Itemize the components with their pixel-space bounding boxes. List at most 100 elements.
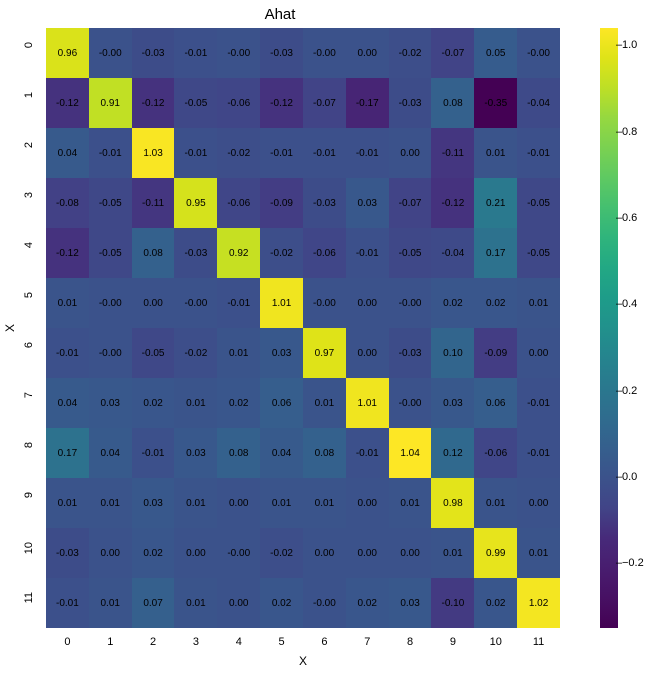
heatmap-cell: 0.98 bbox=[431, 478, 474, 528]
x-tick: 3 bbox=[193, 636, 199, 648]
heatmap-cell: -0.07 bbox=[303, 78, 346, 128]
x-tick: 2 bbox=[150, 636, 156, 648]
heatmap-cell: 0.01 bbox=[517, 528, 560, 578]
colorbar-tick: 1.0 bbox=[622, 39, 637, 51]
x-tick: 1 bbox=[107, 636, 113, 648]
heatmap-cell: -0.02 bbox=[174, 328, 217, 378]
colorbar-tick: 0.6 bbox=[622, 212, 637, 224]
heatmap-cell: 0.00 bbox=[346, 528, 389, 578]
heatmap-cell: 0.01 bbox=[517, 278, 560, 328]
heatmap-cell: -0.03 bbox=[389, 328, 432, 378]
heatmap-cell: 0.00 bbox=[217, 478, 260, 528]
heatmap-cell: 0.01 bbox=[474, 128, 517, 178]
heatmap-cell: -0.01 bbox=[132, 428, 175, 478]
heatmap-cell: -0.12 bbox=[260, 78, 303, 128]
colorbar-tick: 0.8 bbox=[622, 126, 637, 138]
heatmap-cell: -0.01 bbox=[174, 28, 217, 78]
heatmap-cell: 0.00 bbox=[346, 328, 389, 378]
heatmap-cell: 0.92 bbox=[217, 228, 260, 278]
heatmap-cell: 0.01 bbox=[89, 578, 132, 628]
x-tick: 10 bbox=[490, 636, 502, 648]
heatmap-cell: 0.10 bbox=[431, 328, 474, 378]
heatmap-cell: 0.01 bbox=[474, 478, 517, 528]
heatmap-cell: -0.00 bbox=[89, 328, 132, 378]
heatmap-cell: -0.04 bbox=[431, 228, 474, 278]
heatmap-cell: -0.06 bbox=[217, 178, 260, 228]
heatmap-cell: 0.01 bbox=[260, 478, 303, 528]
heatmap-cell: 0.08 bbox=[217, 428, 260, 478]
heatmap-cell: 0.01 bbox=[46, 478, 89, 528]
heatmap-cell: -0.12 bbox=[431, 178, 474, 228]
heatmap-cell: -0.12 bbox=[46, 78, 89, 128]
heatmap-cell: -0.04 bbox=[517, 78, 560, 128]
y-tick: 8 bbox=[23, 442, 35, 464]
heatmap-cell: 0.05 bbox=[474, 28, 517, 78]
x-tick: 8 bbox=[407, 636, 413, 648]
heatmap-cell: 0.03 bbox=[132, 478, 175, 528]
y-tick: 0 bbox=[23, 42, 35, 64]
heatmap-cell: -0.03 bbox=[260, 28, 303, 78]
heatmap-cell: 0.03 bbox=[346, 178, 389, 228]
heatmap-cell: -0.01 bbox=[303, 128, 346, 178]
heatmap-cell: 0.02 bbox=[217, 378, 260, 428]
heatmap-cell: 0.95 bbox=[174, 178, 217, 228]
heatmap-cell: 0.96 bbox=[46, 28, 89, 78]
heatmap-cell: 0.00 bbox=[174, 528, 217, 578]
heatmap-cell: -0.00 bbox=[303, 28, 346, 78]
heatmap-cell: -0.05 bbox=[89, 228, 132, 278]
heatmap-cell: 0.00 bbox=[132, 278, 175, 328]
heatmap-cell: -0.02 bbox=[260, 528, 303, 578]
heatmap-cell: -0.03 bbox=[389, 78, 432, 128]
heatmap-cell: 0.21 bbox=[474, 178, 517, 228]
heatmap-cell: -0.01 bbox=[217, 278, 260, 328]
x-tick: 9 bbox=[450, 636, 456, 648]
heatmap-cell: 0.01 bbox=[217, 328, 260, 378]
heatmap-cell: -0.05 bbox=[132, 328, 175, 378]
heatmap-cell: 0.01 bbox=[174, 478, 217, 528]
heatmap-cell: 0.04 bbox=[46, 378, 89, 428]
y-axis-label: X bbox=[3, 324, 17, 332]
colorbar-tick: 0.0 bbox=[622, 471, 637, 483]
heatmap-cell: -0.35 bbox=[474, 78, 517, 128]
heatmap-cell: -0.03 bbox=[132, 28, 175, 78]
heatmap-cell: 0.01 bbox=[46, 278, 89, 328]
heatmap-cell: 0.08 bbox=[303, 428, 346, 478]
heatmap-cell: -0.01 bbox=[260, 128, 303, 178]
heatmap-cell: -0.06 bbox=[474, 428, 517, 478]
y-tick: 6 bbox=[23, 342, 35, 364]
heatmap-cell: 1.03 bbox=[132, 128, 175, 178]
x-axis-label: X bbox=[46, 654, 560, 668]
x-tick: 6 bbox=[321, 636, 327, 648]
heatmap-cell: -0.03 bbox=[46, 528, 89, 578]
heatmap-cell: -0.05 bbox=[517, 228, 560, 278]
heatmap-cell: -0.01 bbox=[517, 128, 560, 178]
heatmap-cell: 0.08 bbox=[431, 78, 474, 128]
heatmap-cell: 0.00 bbox=[346, 28, 389, 78]
heatmap-cell: 0.91 bbox=[89, 78, 132, 128]
heatmap-cell: 0.17 bbox=[474, 228, 517, 278]
x-tick: 11 bbox=[533, 636, 544, 648]
heatmap-cell: 0.03 bbox=[174, 428, 217, 478]
heatmap-cell: -0.02 bbox=[260, 228, 303, 278]
heatmap-cell: -0.00 bbox=[303, 578, 346, 628]
chart-container: Ahat X 0.96-0.00-0.03-0.01-0.00-0.03-0.0… bbox=[0, 0, 669, 690]
heatmap-cell: -0.01 bbox=[46, 578, 89, 628]
heatmap-cell: -0.00 bbox=[389, 378, 432, 428]
heatmap-cell: 0.01 bbox=[303, 378, 346, 428]
heatmap-cell: 0.01 bbox=[174, 578, 217, 628]
colorbar-tick: −0.2 bbox=[622, 557, 644, 569]
heatmap-cell: -0.11 bbox=[431, 128, 474, 178]
heatmap-cell: 0.00 bbox=[389, 128, 432, 178]
heatmap-cell: 0.02 bbox=[474, 578, 517, 628]
heatmap-cell: -0.09 bbox=[260, 178, 303, 228]
heatmap-cell: 0.00 bbox=[217, 578, 260, 628]
heatmap-cell: 0.02 bbox=[474, 278, 517, 328]
y-tick: 10 bbox=[23, 542, 35, 564]
heatmap-cell: 1.01 bbox=[346, 378, 389, 428]
heatmap-cell: -0.01 bbox=[517, 378, 560, 428]
heatmap-cell: -0.01 bbox=[346, 128, 389, 178]
heatmap-cell: 0.00 bbox=[346, 478, 389, 528]
colorbar-gradient bbox=[600, 28, 618, 628]
heatmap-cell: 0.01 bbox=[89, 478, 132, 528]
heatmap-cell: -0.00 bbox=[174, 278, 217, 328]
